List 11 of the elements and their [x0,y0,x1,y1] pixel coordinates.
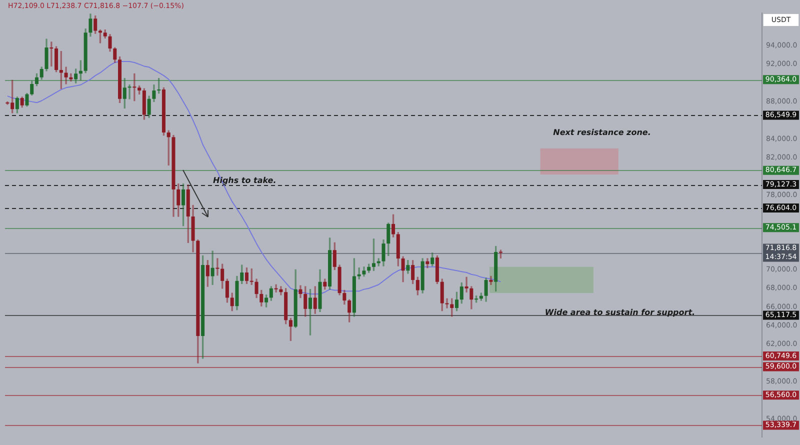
candlestick [426,258,430,268]
candlestick [274,284,278,292]
candlestick [464,276,468,292]
annotation: Highs to take. [213,176,276,186]
candlestick [216,258,220,276]
annotation: Next resistance zone. [553,128,651,138]
candlestick [128,84,132,100]
candlestick [489,276,493,285]
candlestick [132,73,136,102]
annotation: Wide area to sustain for support. [544,308,696,318]
candlestick [210,250,214,285]
